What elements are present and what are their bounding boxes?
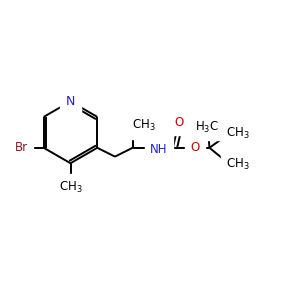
Text: N: N — [66, 95, 75, 108]
Text: O: O — [190, 141, 200, 154]
Text: CH$_3$: CH$_3$ — [226, 125, 250, 141]
Text: O: O — [175, 116, 184, 129]
Text: CH$_3$: CH$_3$ — [59, 180, 82, 195]
Text: Br: Br — [14, 141, 28, 154]
Text: H$_3$C: H$_3$C — [195, 120, 219, 135]
Text: NH: NH — [150, 143, 168, 156]
Text: CH$_3$: CH$_3$ — [132, 118, 156, 133]
Text: CH$_3$: CH$_3$ — [226, 156, 250, 172]
